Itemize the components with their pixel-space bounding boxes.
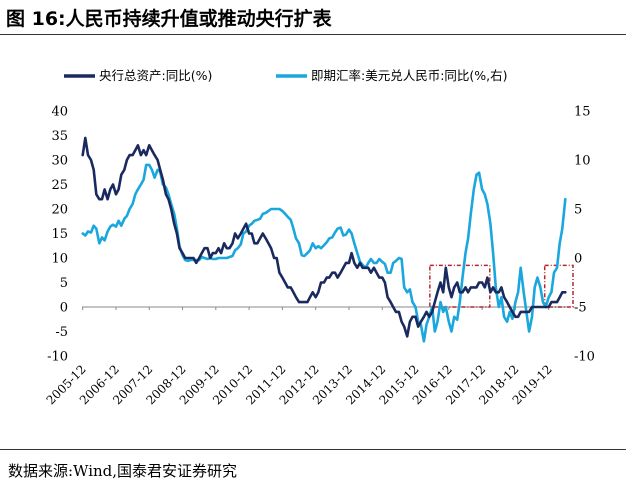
highlight-box-2 [543, 264, 574, 308]
y-left-tick-label: -10 [47, 350, 68, 365]
highlight-box-1 [429, 264, 491, 308]
highlight-boxes [429, 264, 574, 308]
y-left-tick-label: -5 [55, 325, 68, 340]
figure-title: 图 16:人民币持续升值或推动央行扩表 [6, 8, 332, 30]
series-line-central-bank-assets-yoy [81, 136, 567, 338]
y-right-tick-label: -10 [574, 350, 595, 365]
y-left-tick-label: 20 [51, 203, 68, 218]
y-left-tick-label: 0 [60, 301, 68, 316]
legend: 央行总资产:同比(%) 即期汇率:美元兑人民币:同比(%,右) [64, 68, 508, 83]
legend-label-series-1: 央行总资产:同比(%) [99, 68, 212, 83]
y-right-tick-label: -5 [574, 301, 587, 316]
y-right-tick-label: 15 [574, 105, 591, 120]
y-right-tick-label: 5 [574, 203, 582, 218]
series-lines [81, 136, 567, 343]
source-note: 数据来源:Wind,国泰君安证券研究 [8, 462, 238, 480]
y-left-tick-label: 35 [51, 129, 68, 144]
y-left-tick-label: 25 [51, 178, 68, 193]
source-rule [0, 449, 626, 450]
y-left-tick-label: 10 [51, 252, 68, 267]
y-left-tick-label: 15 [51, 227, 68, 242]
title-rule [0, 34, 626, 35]
y-left-tick-label: 5 [60, 276, 68, 291]
y-left-tick-label: 30 [51, 154, 68, 169]
legend-label-series-2: 即期汇率:美元兑人民币:同比(%,右) [311, 68, 508, 83]
y-right-tick-label: 10 [574, 154, 591, 169]
axes: -10-50510152025303540-10-50510152005-122… [44, 105, 595, 408]
series-line-exchange-rate-yoy [81, 163, 567, 343]
y-left-tick-label: 40 [51, 105, 68, 120]
y-right-tick-label: 0 [574, 252, 582, 267]
